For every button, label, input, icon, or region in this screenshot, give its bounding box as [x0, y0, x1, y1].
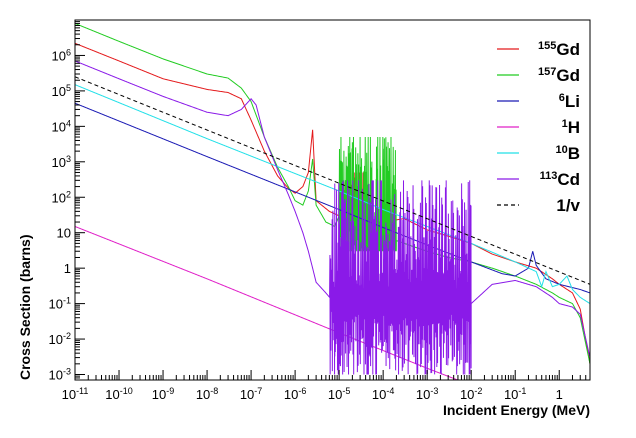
tick-exponent: -2	[63, 331, 71, 341]
tick-exponent: -10	[120, 386, 133, 396]
legend-element: Li	[565, 92, 580, 111]
x-tick-label: 10-9	[152, 386, 174, 402]
legend-element: B	[568, 144, 580, 163]
legend-label: 6Li	[559, 92, 580, 111]
y-tick-label: 1	[64, 261, 71, 276]
legend-label: 1/v	[556, 196, 580, 215]
tick-exponent: -5	[342, 386, 350, 396]
x-tick-label: 10-3	[416, 386, 438, 402]
tick-exponent: 2	[66, 189, 71, 199]
legend-element: Gd	[556, 40, 580, 59]
legend-element: 1/v	[556, 196, 580, 215]
tick-mantissa: 10	[52, 84, 66, 99]
y-tick-label: 103	[52, 154, 71, 170]
legend-element: H	[568, 118, 580, 137]
x-tick-label: 10-8	[196, 386, 218, 402]
legend-element: Gd	[556, 66, 580, 85]
tick-mantissa: 10	[240, 387, 254, 402]
tick-exponent: -11	[76, 386, 88, 396]
tick-mantissa: 10	[49, 368, 63, 383]
series-line-157gd	[75, 22, 590, 364]
tick-exponent: -9	[166, 386, 174, 396]
x-tick-label: 10-4	[372, 386, 394, 402]
legend-mass-number: 10	[555, 144, 567, 156]
tick-exponent: -8	[210, 386, 218, 396]
x-tick-label: 10-6	[284, 386, 306, 402]
tick-exponent: -6	[298, 386, 306, 396]
x-tick-label: 10-10	[105, 386, 132, 402]
tick-mantissa: 10	[49, 297, 63, 312]
legend-element: Cd	[557, 170, 580, 189]
tick-mantissa: 10	[52, 155, 66, 170]
y-tick-label: 102	[52, 189, 71, 205]
x-axis-title: Incident Energy (MeV)	[443, 402, 590, 418]
tick-exponent: -3	[63, 367, 71, 377]
legend-mass-number: 155	[538, 40, 556, 52]
tick-exponent: 6	[66, 47, 71, 57]
tick-mantissa: 10	[152, 387, 166, 402]
legend-label: 155Gd	[538, 40, 580, 59]
y-tick-label: 10-1	[49, 296, 71, 312]
axis-ticks: 10-11 10-10 10-9 10-8 10-7 10-6 10-5 10-4 10-3 10…	[49, 19, 591, 402]
tick-mantissa: 10	[284, 387, 298, 402]
tick-mantissa: 10	[52, 190, 66, 205]
y-tick-label: 10	[57, 226, 71, 241]
tick-mantissa: 10	[460, 387, 474, 402]
tick-mantissa: 10	[328, 387, 342, 402]
tick-mantissa: 10	[62, 387, 76, 402]
y-axis-title: Cross Section (barns)	[17, 235, 33, 380]
legend-label: 10B	[555, 144, 580, 163]
legend-mass-number: 113	[540, 170, 558, 182]
x-tick-label: 10-5	[328, 386, 350, 402]
y-tick-label: 104	[52, 118, 71, 134]
tick-exponent: -2	[474, 386, 482, 396]
tick-exponent: 4	[66, 118, 71, 128]
y-tick-label: 10-3	[49, 367, 71, 383]
tick-mantissa: 10	[105, 387, 119, 402]
x-tick-label: 10-2	[460, 386, 482, 402]
tick-mantissa: 10	[196, 387, 210, 402]
tick-mantissa: 10	[416, 387, 430, 402]
x-tick-label: 10-1	[504, 386, 526, 402]
tick-exponent: -1	[518, 386, 526, 396]
series-line-1h	[75, 225, 460, 380]
tick-exponent: 5	[66, 83, 71, 93]
tick-exponent: -4	[386, 386, 394, 396]
tick-exponent: -7	[254, 386, 262, 396]
legend-label: 157Gd	[538, 66, 580, 85]
x-tick-label: 10-11	[62, 386, 89, 402]
tick-mantissa: 10	[372, 387, 386, 402]
legend-mass-number: 6	[559, 92, 565, 104]
series-line-1-over-v	[75, 76, 590, 285]
tick-exponent: -3	[430, 386, 438, 396]
legend-mass-number: 157	[538, 66, 556, 78]
tick-mantissa: 10	[49, 332, 63, 347]
tick-mantissa: 10	[504, 387, 518, 402]
tick-mantissa: 10	[52, 119, 66, 134]
legend-label: 1H	[562, 118, 580, 137]
tick-exponent: 3	[66, 154, 71, 164]
series-layer	[75, 22, 590, 380]
y-tick-label: 106	[52, 47, 71, 63]
x-tick-label: 1	[556, 387, 563, 402]
tick-mantissa: 10	[52, 48, 66, 63]
series-line-113cd	[75, 60, 590, 375]
legend-mass-number: 1	[562, 118, 568, 130]
x-tick-label: 10-7	[240, 386, 262, 402]
legend-label: 113Cd	[540, 170, 580, 189]
y-tick-label: 10-2	[49, 331, 71, 347]
tick-exponent: -1	[63, 296, 71, 306]
y-tick-label: 105	[52, 83, 71, 99]
